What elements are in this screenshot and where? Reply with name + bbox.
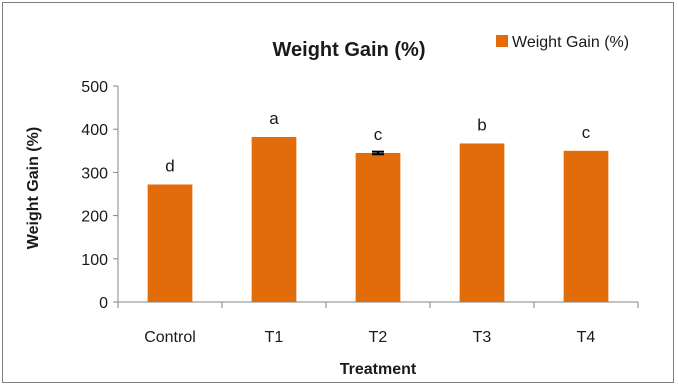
- y-tick-label: 500: [81, 79, 108, 96]
- x-tick-label: T2: [369, 329, 388, 346]
- significance-letter: a: [269, 109, 279, 128]
- chart-frame: [2, 2, 674, 383]
- bars: d a c b c: [147, 109, 609, 302]
- significance-letter: b: [477, 115, 486, 134]
- bar: [563, 150, 609, 302]
- chart-title: Weight Gain (%): [273, 39, 426, 61]
- x-axis: Control T1 T2 T3 T4: [117, 301, 639, 346]
- legend: Weight Gain (%): [496, 34, 629, 51]
- y-axis-title: Weight Gain (%): [25, 127, 42, 249]
- legend-label: Weight Gain (%): [512, 34, 629, 51]
- x-tick-label: T1: [265, 329, 284, 346]
- y-tick-label: 100: [81, 252, 108, 269]
- bar: [251, 136, 297, 302]
- legend-swatch: [496, 35, 508, 47]
- y-tick-label: 300: [81, 165, 108, 182]
- y-tick-label: 200: [81, 209, 108, 226]
- significance-letter: c: [582, 123, 591, 142]
- y-tick-label: 0: [99, 295, 108, 312]
- x-tick-label: T3: [473, 329, 492, 346]
- bar: [355, 152, 401, 302]
- x-axis-title: Treatment: [340, 361, 417, 378]
- bar: [459, 143, 505, 302]
- y-tick-label: 400: [81, 122, 108, 139]
- y-axis: 0 100 200 300 400 500: [81, 79, 119, 312]
- bar: [147, 184, 193, 302]
- x-tick-label: Control: [144, 329, 196, 346]
- significance-letter: c: [374, 125, 383, 144]
- significance-letter: d: [165, 156, 174, 175]
- x-tick-label: T4: [577, 329, 596, 346]
